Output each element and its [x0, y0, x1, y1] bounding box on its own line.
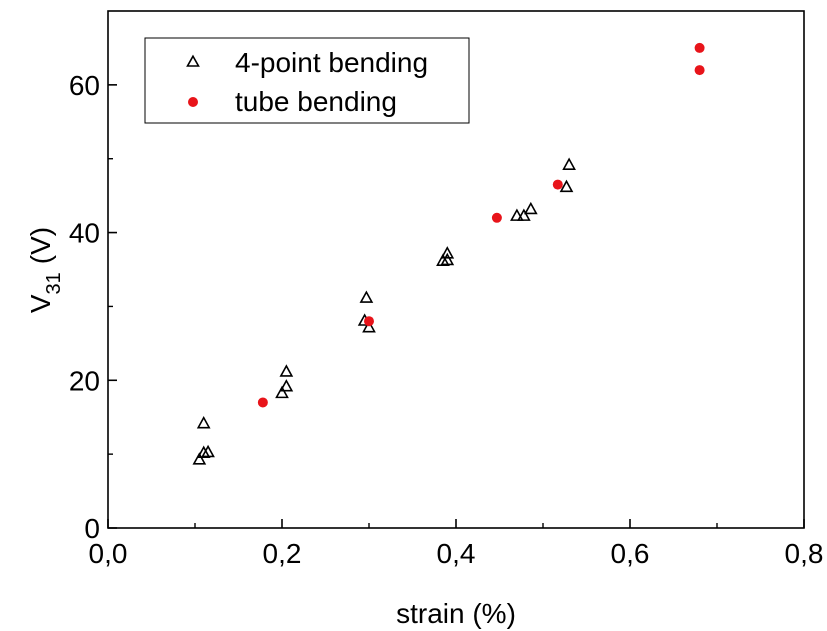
- data-point-four-point-bending: [201, 444, 215, 458]
- data-point-four-point-bending: [275, 385, 289, 399]
- data-point-four-point-bending: [562, 157, 576, 170]
- data-point-four-point-bending: [440, 246, 455, 259]
- y-axis-label-main: V: [25, 294, 56, 313]
- y-axis-label-unit: (V): [25, 227, 56, 264]
- x-axis-label: strain (%): [396, 598, 516, 629]
- legend-marker-triangle-icon: [186, 54, 200, 67]
- data-point-four-point-bending: [192, 452, 207, 465]
- data-point-four-point-bending: [359, 290, 374, 303]
- data-point-four-point-bending: [523, 201, 538, 215]
- data-point-four-point-bending: [440, 252, 455, 266]
- data-point-tube-bending: [364, 316, 374, 327]
- legend-label-tube-bending: tube bending: [235, 86, 397, 117]
- y-tick-label: 0: [84, 513, 100, 544]
- x-tick-label: 0,8: [785, 538, 824, 569]
- y-axis-label: V31 (V): [25, 227, 65, 313]
- legend-label-four-point-bending: 4-point bending: [235, 47, 428, 78]
- data-point-four-point-bending: [362, 319, 376, 333]
- y-axis-ticks: 0 20 40 60: [69, 70, 117, 544]
- y-axis-label-subscript: 31: [43, 272, 65, 294]
- legend: 4-point bending tube bending: [144, 37, 470, 124]
- data-point-tube-bending: [694, 42, 705, 53]
- data-point-four-point-bending: [279, 364, 294, 377]
- data-points: [192, 42, 705, 465]
- data-point-four-point-bending: [279, 379, 294, 392]
- x-axis-ticks: 0,0 0,2 0,4 0,6 0,8: [89, 519, 824, 569]
- data-point-tube-bending: [257, 397, 268, 408]
- data-point-tube-bending: [552, 179, 563, 190]
- data-point-four-point-bending: [517, 208, 531, 221]
- x-tick-label: 0,4: [437, 538, 476, 569]
- legend-box: [144, 37, 470, 124]
- data-point-tube-bending: [694, 65, 705, 76]
- data-point-four-point-bending: [510, 208, 524, 221]
- data-point-four-point-bending: [559, 179, 574, 193]
- x-tick-label: 0,6: [611, 538, 650, 569]
- data-point-four-point-bending: [196, 416, 211, 429]
- y-tick-label: 20: [69, 365, 100, 396]
- data-point-tube-bending: [491, 212, 502, 223]
- x-tick-label: 0,2: [263, 538, 302, 569]
- y-tick-label: 40: [69, 218, 100, 249]
- legend-marker-circle-icon: [188, 97, 198, 107]
- x-tick-label: 0,0: [89, 538, 128, 569]
- y-tick-label: 60: [69, 70, 100, 101]
